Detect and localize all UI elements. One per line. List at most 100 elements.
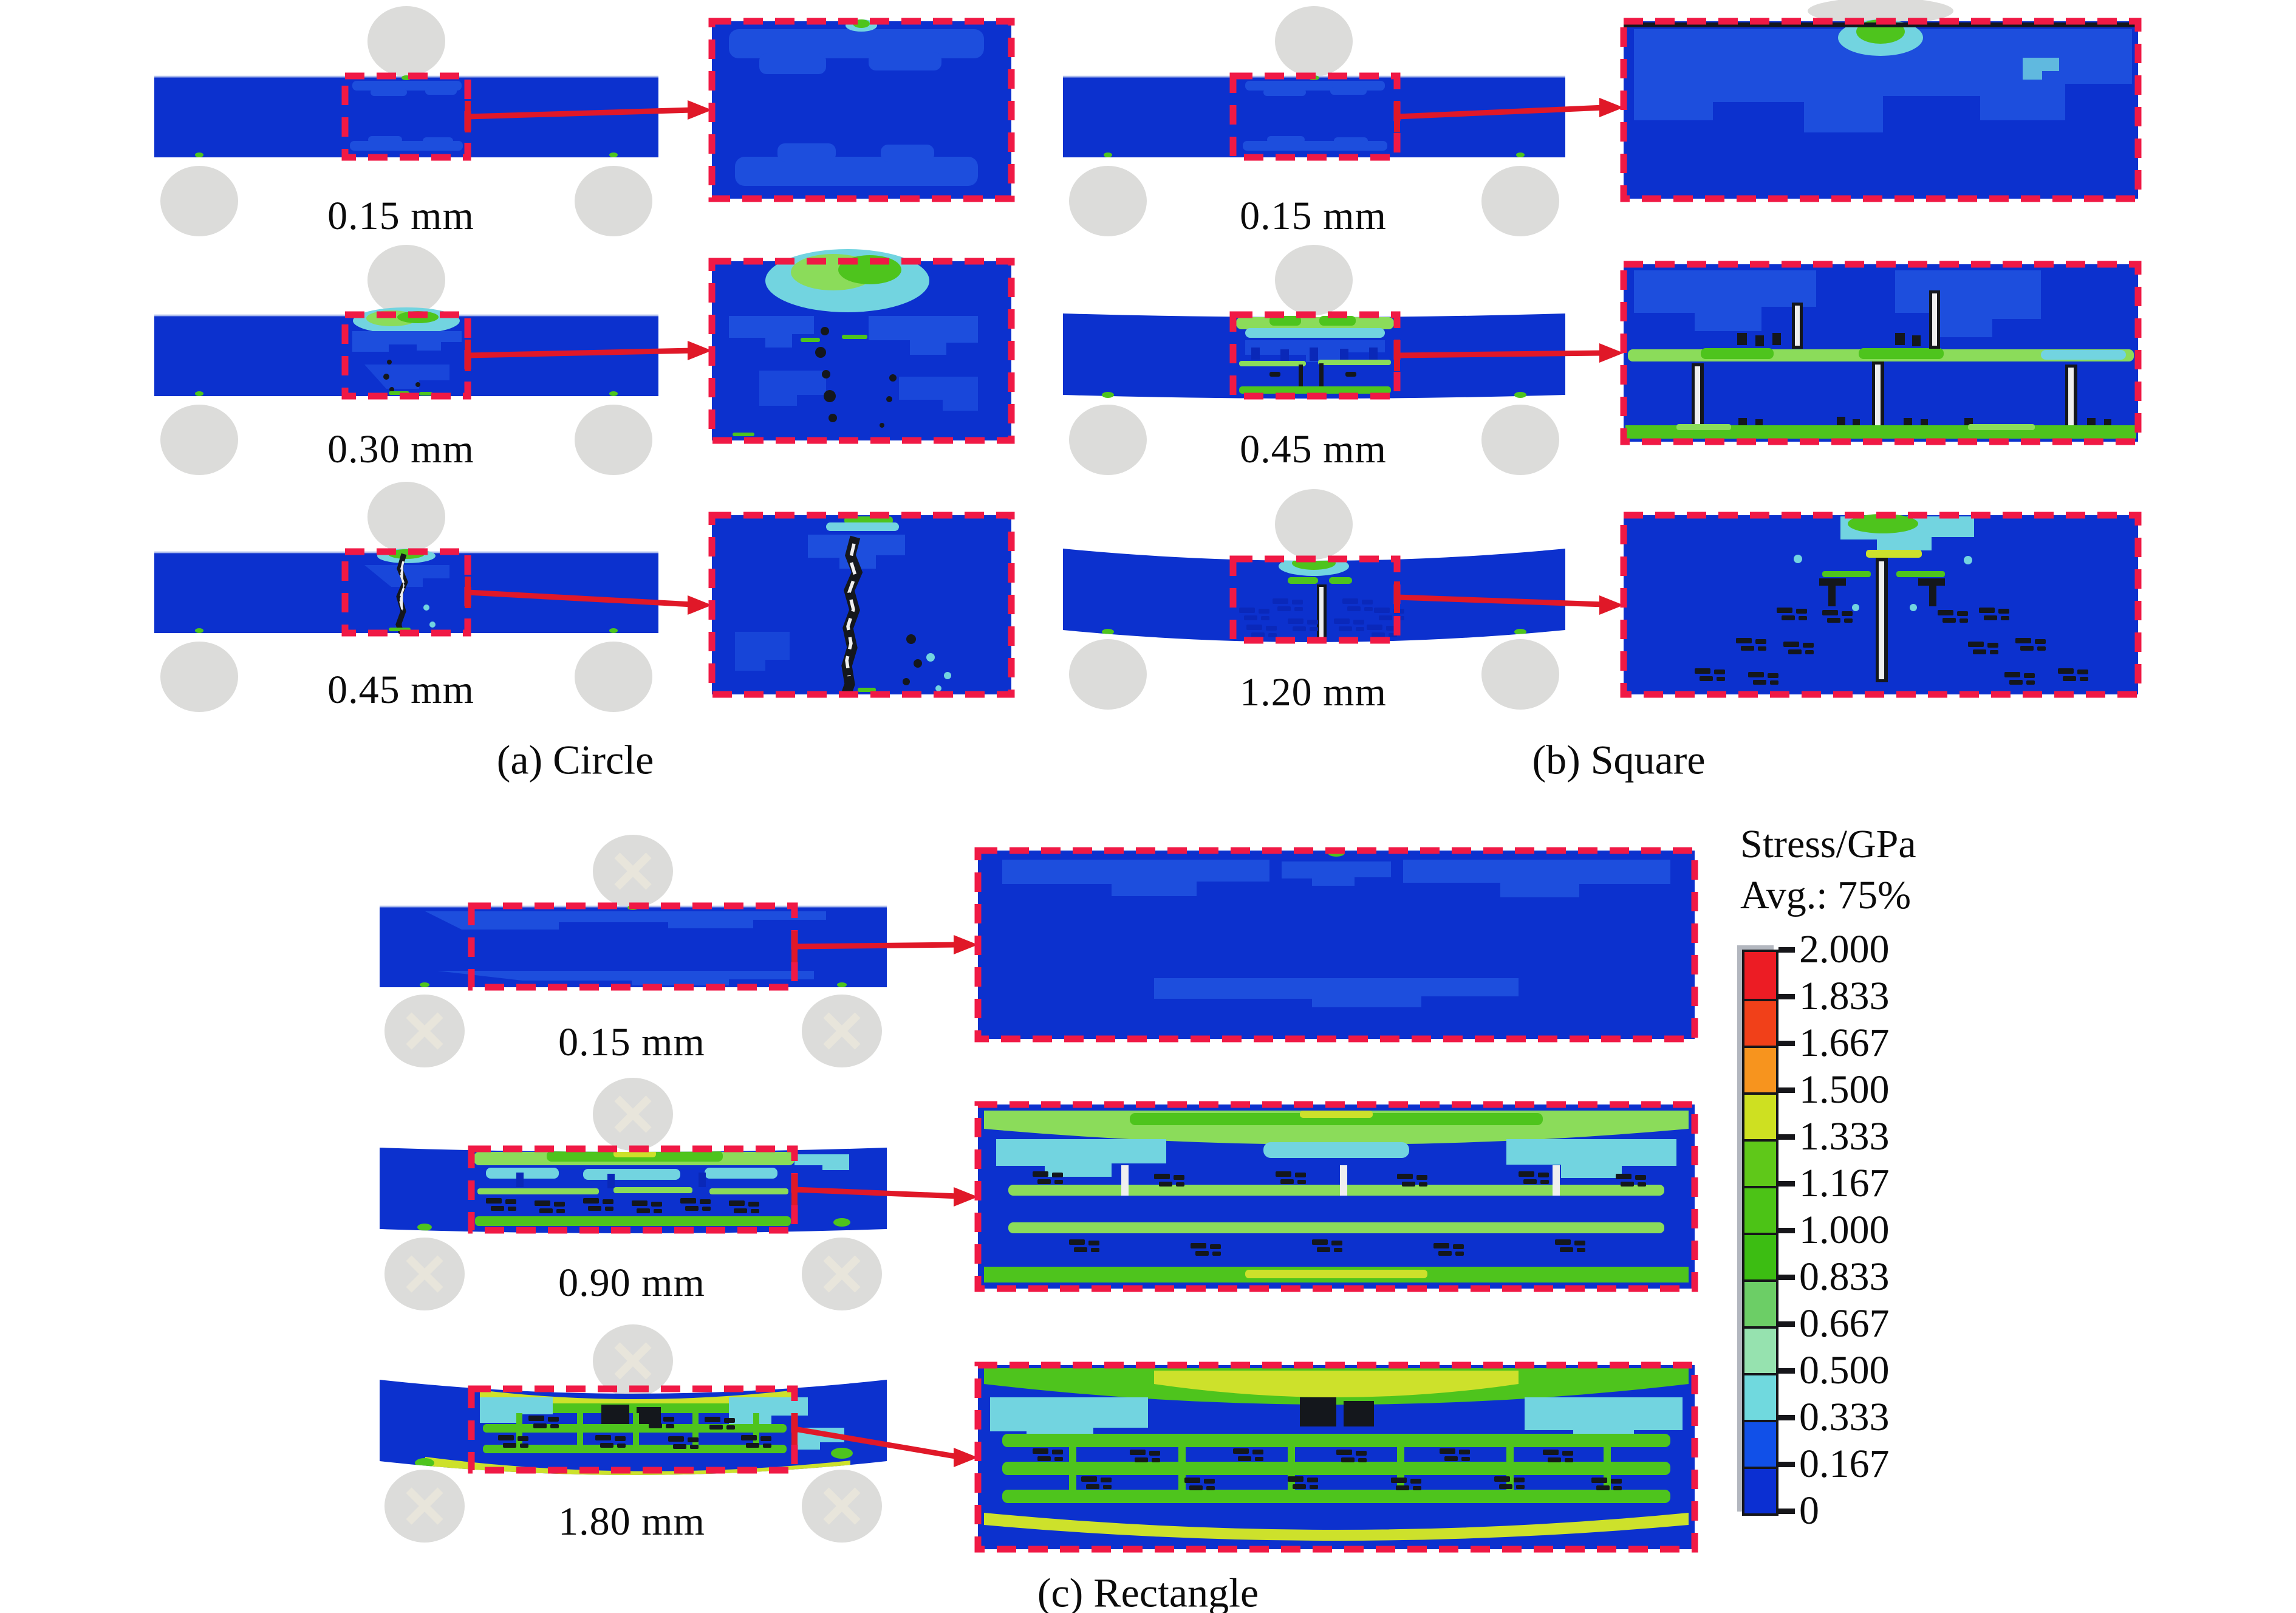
inset-dashed-border xyxy=(974,847,1698,1043)
colorbar-tick-label: 0.833 xyxy=(1799,1255,1890,1299)
panel-a-row-3-inset xyxy=(708,512,1015,698)
support-roller-icon xyxy=(1069,639,1147,710)
panel-b-row-3-zoom-arrow xyxy=(1394,581,1624,615)
colorbar-segment xyxy=(1744,1139,1776,1186)
loading-roller-icon xyxy=(593,1078,673,1151)
panel-c-row-2-label: 0.90 mm xyxy=(558,1261,705,1305)
loading-roller-icon xyxy=(593,1324,673,1397)
inset-dashed-border xyxy=(708,258,1015,444)
panel-a-row-3-label: 0.45 mm xyxy=(327,668,474,712)
support-roller-icon xyxy=(1481,639,1559,710)
stress-speckles xyxy=(733,335,867,436)
panel-c-row-2-zoom-arrow xyxy=(791,1174,978,1207)
inset-dashed-border xyxy=(974,1101,1698,1292)
colorbar-tick xyxy=(1778,994,1795,999)
stress-speckles xyxy=(195,391,618,396)
support-roller-icon xyxy=(575,405,652,475)
colorbar-tick-label: 1.000 xyxy=(1799,1208,1890,1252)
support-roller-icon xyxy=(575,166,652,236)
colorbar-segment xyxy=(1744,1186,1776,1233)
panel-c-row-3-inset xyxy=(974,1361,1698,1553)
panel-b-row-3-specimen xyxy=(1063,549,1565,644)
colorbar-tick-label: 0.667 xyxy=(1799,1301,1890,1346)
crack-speckles xyxy=(903,634,922,685)
colorbar-tick xyxy=(1778,1462,1795,1467)
colorbar-tick xyxy=(1778,1134,1795,1140)
stress-contours xyxy=(1243,81,1387,151)
loading-roller-icon xyxy=(367,482,445,552)
panel-a-row-3-specimen xyxy=(154,548,658,637)
loading-roller-icon xyxy=(593,835,673,908)
colorbar-segment xyxy=(1744,1373,1776,1420)
panel-b xyxy=(1063,0,2142,710)
colorbar-segment xyxy=(1744,1233,1776,1279)
colorbar-tick-label: 1.667 xyxy=(1799,1021,1890,1065)
hole-cracks xyxy=(1692,290,2077,435)
panel-b-row-1-zoom-arrow xyxy=(1394,98,1624,132)
panel-c-row-3-label: 1.80 mm xyxy=(558,1499,705,1544)
crack-speckles xyxy=(815,327,897,428)
colorbar-segment xyxy=(1744,1326,1776,1373)
colorbar-tick-label: 0.167 xyxy=(1799,1442,1890,1486)
inset-dashed-border xyxy=(1620,18,2142,202)
loading-roller-icon xyxy=(1275,489,1353,560)
panel-c-row-2-specimen xyxy=(380,1145,887,1234)
stress-contours xyxy=(1634,19,2132,132)
stress-contours xyxy=(417,1150,850,1231)
colorbar-segment xyxy=(1744,1420,1776,1467)
stress-contours xyxy=(1625,270,2136,439)
support-roller-icon xyxy=(1481,405,1559,475)
support-roller-icon xyxy=(1069,166,1147,236)
colorbar-segment xyxy=(1744,952,1776,999)
panel-c xyxy=(380,835,1698,1553)
support-roller-icon xyxy=(575,642,652,712)
panel-a-rollers xyxy=(160,6,652,712)
stress-contours xyxy=(1102,316,1526,398)
support-roller-icon xyxy=(1481,166,1559,236)
panel-a-row-1-inset xyxy=(708,18,1015,202)
colorbar-segment xyxy=(1744,999,1776,1046)
support-roller-icon xyxy=(802,995,882,1067)
colorbar-tick-label: 0.333 xyxy=(1799,1395,1890,1439)
panel-c-rollers xyxy=(384,835,882,1543)
panel-b-row-1-specimen xyxy=(1063,72,1565,161)
stress-contours xyxy=(425,911,826,985)
panel-c-row-3-zoom-arrow xyxy=(791,1413,978,1467)
colorbar-segment xyxy=(1744,1279,1776,1326)
colorbar-tick-label: 1.167 xyxy=(1799,1161,1890,1205)
colorbar-tick xyxy=(1778,1181,1795,1187)
colorbar-tick-label: 0.500 xyxy=(1799,1348,1890,1392)
inset-dashed-border xyxy=(708,512,1015,698)
support-roller-icon xyxy=(384,1470,465,1543)
panel-b-row-2-specimen xyxy=(1063,311,1565,400)
panel-b-row-1-inset xyxy=(1620,0,2142,202)
panel-a-caption: (a) Circle xyxy=(496,736,654,783)
stress-speckles xyxy=(423,604,436,628)
panel-b-caption: (b) Square xyxy=(1532,736,1706,783)
panel-b-row-2-label: 0.45 mm xyxy=(1240,427,1387,471)
panel-b-row-3-label: 1.20 mm xyxy=(1240,670,1387,714)
stress-contours xyxy=(729,249,978,411)
stress-contours xyxy=(984,1111,1689,1283)
support-roller-icon xyxy=(1069,405,1147,475)
panel-b-row-2-zoom-arrow xyxy=(1394,340,1624,371)
support-roller-icon xyxy=(160,166,238,236)
colorbar-tick xyxy=(1778,1368,1795,1374)
stress-contours xyxy=(729,29,984,186)
colorbar-tick-label: 0 xyxy=(1799,1488,1819,1533)
panel-a-row-1-specimen xyxy=(154,72,658,161)
panel-b-row-2-inset xyxy=(1620,261,2142,445)
colorbar-tick xyxy=(1778,1041,1795,1046)
support-roller-icon xyxy=(802,1238,882,1310)
inset-dashed-border xyxy=(974,1361,1698,1553)
inset-dashed-border xyxy=(708,18,1015,202)
stress-contours xyxy=(1695,514,2088,685)
panel-c-row-1-label: 0.15 mm xyxy=(558,1020,705,1064)
loading-roller-icon xyxy=(1275,6,1353,77)
colorbar-tick xyxy=(1778,1228,1795,1233)
legend-subtitle: Avg.: 75% xyxy=(1740,873,1912,917)
colorbar-tick-label: 2.000 xyxy=(1799,927,1890,971)
panel-b-row-3-inset xyxy=(1620,512,2142,698)
support-roller-icon xyxy=(384,995,465,1067)
colorbar-tick xyxy=(1778,1321,1795,1327)
